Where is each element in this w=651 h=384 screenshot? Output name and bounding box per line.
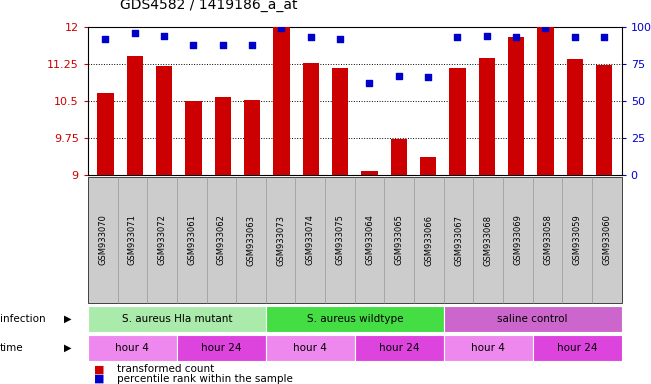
Bar bbox=[244, 100, 260, 175]
Text: percentile rank within the sample: percentile rank within the sample bbox=[117, 374, 293, 384]
Text: hour 4: hour 4 bbox=[115, 343, 149, 353]
Point bbox=[305, 34, 316, 40]
Text: saline control: saline control bbox=[497, 314, 568, 324]
Bar bbox=[215, 98, 231, 175]
Text: GSM933067: GSM933067 bbox=[454, 215, 463, 265]
Text: GSM933069: GSM933069 bbox=[514, 215, 522, 265]
Point bbox=[482, 33, 492, 39]
Text: ■: ■ bbox=[94, 374, 105, 384]
Bar bbox=[508, 37, 524, 175]
Point bbox=[159, 33, 169, 39]
Text: GSM933075: GSM933075 bbox=[335, 215, 344, 265]
Point bbox=[452, 34, 463, 40]
Text: hour 4: hour 4 bbox=[294, 343, 327, 353]
Bar bbox=[186, 101, 202, 175]
Text: hour 24: hour 24 bbox=[201, 343, 242, 353]
Point bbox=[423, 74, 434, 80]
Text: GSM933064: GSM933064 bbox=[365, 215, 374, 265]
Bar bbox=[127, 56, 143, 175]
Text: GSM933072: GSM933072 bbox=[158, 215, 167, 265]
Text: hour 4: hour 4 bbox=[471, 343, 505, 353]
Bar bbox=[98, 93, 113, 175]
Text: ▶: ▶ bbox=[64, 343, 72, 353]
Text: GDS4582 / 1419186_a_at: GDS4582 / 1419186_a_at bbox=[120, 0, 298, 12]
Text: GSM933066: GSM933066 bbox=[424, 215, 434, 265]
Bar bbox=[361, 171, 378, 175]
Point bbox=[511, 34, 521, 40]
Text: GSM933060: GSM933060 bbox=[602, 215, 611, 265]
Point bbox=[276, 25, 286, 31]
Text: GSM933059: GSM933059 bbox=[573, 215, 582, 265]
Text: GSM933061: GSM933061 bbox=[187, 215, 196, 265]
Text: S. aureus Hla mutant: S. aureus Hla mutant bbox=[122, 314, 232, 324]
Point bbox=[365, 80, 375, 86]
Text: ■: ■ bbox=[94, 364, 105, 374]
Bar bbox=[537, 27, 553, 175]
Text: GSM933070: GSM933070 bbox=[98, 215, 107, 265]
Bar bbox=[596, 65, 612, 175]
Point bbox=[247, 41, 257, 48]
Point bbox=[599, 34, 609, 40]
Text: time: time bbox=[0, 343, 23, 353]
Bar bbox=[303, 63, 319, 175]
Bar bbox=[332, 68, 348, 175]
Text: GSM933074: GSM933074 bbox=[306, 215, 315, 265]
Bar bbox=[156, 66, 173, 175]
Bar bbox=[273, 27, 290, 175]
Text: GSM933058: GSM933058 bbox=[543, 215, 552, 265]
Text: infection: infection bbox=[0, 314, 46, 324]
Text: S. aureus wildtype: S. aureus wildtype bbox=[307, 314, 403, 324]
Point bbox=[540, 25, 551, 31]
Point bbox=[130, 30, 140, 36]
Text: transformed count: transformed count bbox=[117, 364, 214, 374]
Text: GSM933065: GSM933065 bbox=[395, 215, 404, 265]
Point bbox=[394, 73, 404, 79]
Text: GSM933062: GSM933062 bbox=[217, 215, 226, 265]
Text: hour 24: hour 24 bbox=[379, 343, 419, 353]
Text: GSM933071: GSM933071 bbox=[128, 215, 137, 265]
Point bbox=[570, 34, 580, 40]
Point bbox=[217, 41, 228, 48]
Point bbox=[188, 41, 199, 48]
Bar bbox=[478, 58, 495, 175]
Point bbox=[335, 36, 345, 42]
Text: GSM933073: GSM933073 bbox=[276, 215, 285, 265]
Bar bbox=[449, 68, 465, 175]
Bar bbox=[567, 59, 583, 175]
Text: ▶: ▶ bbox=[64, 314, 72, 324]
Text: GSM933063: GSM933063 bbox=[247, 215, 255, 265]
Point bbox=[100, 36, 111, 42]
Bar bbox=[420, 157, 436, 175]
Text: GSM933068: GSM933068 bbox=[484, 215, 493, 265]
Bar bbox=[391, 139, 407, 175]
Text: hour 24: hour 24 bbox=[557, 343, 598, 353]
